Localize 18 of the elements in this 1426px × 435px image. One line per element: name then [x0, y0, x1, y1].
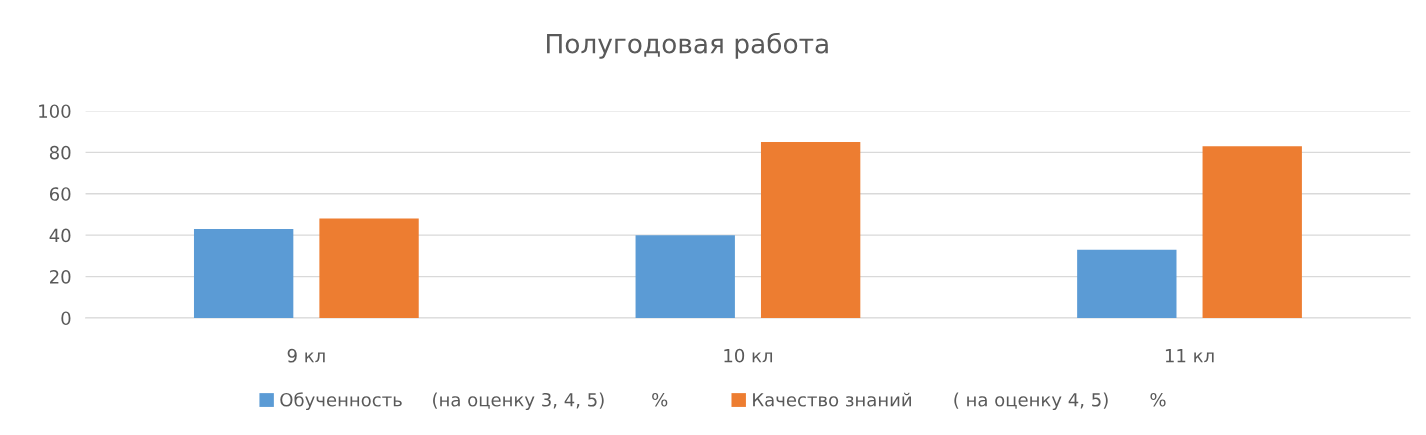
bar	[1202, 146, 1302, 318]
x-tick-label: 9 кл	[287, 348, 325, 363]
y-tick-label: 60	[49, 187, 71, 201]
y-tick-label: 100	[39, 104, 71, 119]
bar	[319, 218, 419, 318]
legend-label: Обученность (на оценку 3, 4, 5) %	[280, 392, 668, 411]
legend-label: Качество знаний ( на оценку 4, 5) %	[753, 392, 1166, 411]
y-tick-label: 20	[50, 270, 71, 284]
chart-title: Полугодовая работа	[547, 32, 828, 59]
y-tick-label: 40	[49, 228, 71, 243]
x-tick-label: 11 кл	[1165, 349, 1214, 363]
y-tick-label: 0	[61, 311, 71, 326]
bar	[760, 141, 861, 318]
bar	[193, 228, 294, 318]
y-tick-label: 80	[49, 145, 71, 160]
bar	[1077, 249, 1177, 318]
x-tick-label: 10 кл	[724, 348, 773, 363]
bar	[635, 235, 735, 318]
